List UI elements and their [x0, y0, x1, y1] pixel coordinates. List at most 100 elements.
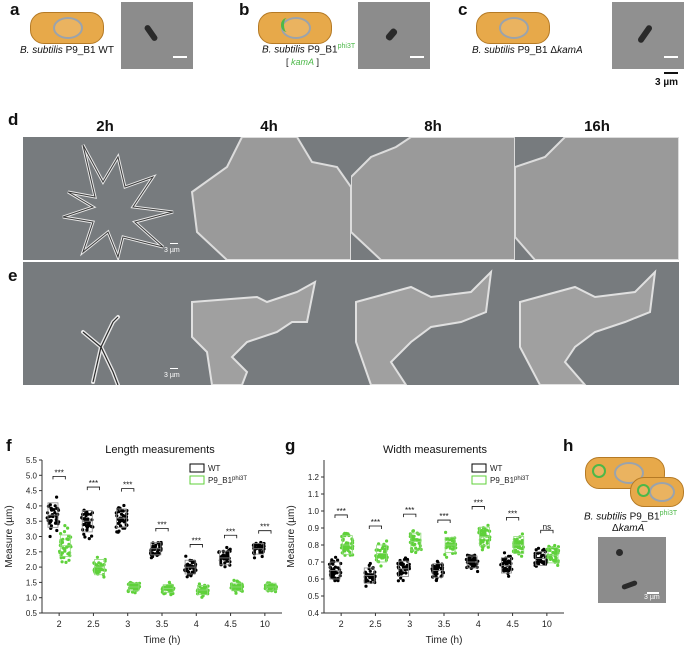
data-point [416, 538, 420, 542]
data-point [86, 517, 90, 521]
caption-h-gene: ΔkamA [612, 523, 645, 534]
panel-label-d: d [8, 110, 19, 129]
data-point [120, 509, 124, 513]
y-tick-label: 1.5 [26, 578, 38, 587]
data-point [122, 520, 126, 524]
significance-bracket [52, 475, 66, 480]
data-point [85, 528, 89, 532]
data-point [48, 534, 52, 539]
scale-label-e: 3 µm [164, 372, 180, 379]
data-point [401, 578, 405, 583]
data-point [412, 537, 416, 541]
data-point [83, 517, 87, 521]
data-point [539, 559, 543, 563]
data-point-group [114, 503, 129, 534]
data-point [223, 561, 227, 565]
y-tick-label: 0.6 [308, 575, 320, 584]
microscopy-e-16h [515, 262, 679, 385]
data-point [520, 554, 524, 558]
legend-superscript: phi3T [232, 476, 247, 482]
data-point [184, 554, 188, 558]
panel-label-b: b [239, 0, 250, 19]
cell-schematic-h2 [630, 477, 684, 507]
y-tick-label: 0.5 [308, 592, 320, 601]
data-point [549, 556, 554, 560]
micrograph-b [358, 2, 430, 69]
data-point [367, 563, 371, 567]
data-point [480, 548, 484, 552]
data-point-group [363, 561, 377, 588]
caption-c: B. subtilis P9_B1 ΔkamA [472, 45, 583, 56]
y-tick-label: 1.0 [308, 507, 320, 516]
data-point [252, 556, 257, 560]
data-point [117, 510, 121, 514]
panel-label-a: a [10, 0, 20, 19]
time-header-2h: 2h [96, 118, 114, 135]
data-point [418, 544, 422, 548]
data-point [541, 553, 545, 557]
data-point [221, 553, 225, 557]
data-point [228, 560, 232, 564]
data-point [555, 548, 559, 552]
data-point [116, 521, 120, 525]
significance-label: *** [226, 527, 235, 536]
data-point [385, 539, 389, 543]
data-point [506, 571, 510, 576]
time-header-4h: 4h [260, 118, 278, 135]
data-point [518, 535, 522, 539]
y-tick-label: 1.1 [308, 490, 320, 499]
data-point [54, 521, 58, 525]
data-point-group [327, 555, 343, 583]
data-point [63, 549, 67, 553]
y-tick-label: 2.0 [26, 563, 38, 572]
data-point [541, 548, 545, 553]
data-point [234, 591, 238, 595]
data-point [223, 565, 227, 569]
data-point [95, 563, 99, 568]
legend-swatch [471, 475, 487, 485]
significance-bracket [86, 486, 100, 491]
significance-bracket [258, 530, 272, 534]
microscopy-d-8h [351, 137, 515, 260]
data-point [81, 528, 85, 532]
data-point [483, 531, 487, 536]
data-point [328, 572, 333, 577]
x-axis-label: Time (h) [426, 635, 463, 646]
data-point [542, 560, 546, 564]
data-point [533, 561, 537, 565]
data-point [510, 567, 514, 571]
panel-label-g: g [285, 436, 296, 455]
data-point [446, 541, 450, 545]
data-point [53, 504, 57, 508]
data-point [445, 555, 449, 559]
data-point [343, 549, 347, 553]
time-header-8h: 8h [424, 118, 442, 135]
legend-swatch [471, 463, 487, 473]
data-point-group [80, 508, 95, 541]
data-point [434, 578, 438, 583]
data-point [556, 563, 560, 567]
data-point [383, 547, 387, 552]
data-point [333, 579, 337, 583]
significance-bracket [471, 506, 485, 510]
y-tick-label: 4.0 [26, 502, 38, 511]
nucleoid-h2 [649, 482, 675, 502]
data-point [133, 591, 137, 595]
data-point [62, 530, 67, 534]
chart-g-title: Width measurements [383, 444, 487, 456]
x-tick-label: 2 [57, 619, 62, 629]
significance-bracket [155, 527, 169, 532]
chart-f: 0.5 1.0 1.5 2.0 2.5 3.0 3.5 4.0 4.5 5.0 5.5 2 2.5 3 3.… [4, 456, 282, 646]
data-point [507, 569, 511, 573]
data-point [472, 564, 476, 568]
data-point [151, 554, 155, 559]
data-point [83, 535, 87, 539]
micrograph-h: 3 µm [598, 537, 666, 603]
data-point-group [464, 553, 480, 574]
bacterium-b [384, 27, 399, 42]
cell-schematic-a [30, 12, 104, 44]
caption-b-gene: [ kamA ] [286, 57, 320, 67]
significance-bracket [437, 519, 451, 524]
data-point-group [533, 546, 549, 568]
significance-label: ns [543, 522, 551, 531]
